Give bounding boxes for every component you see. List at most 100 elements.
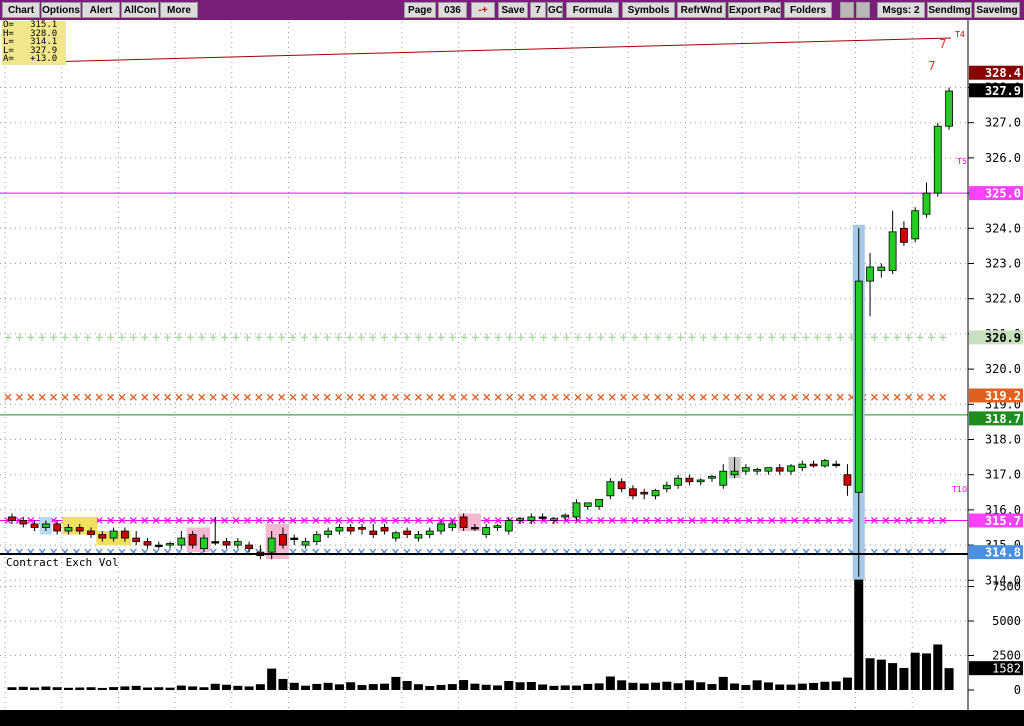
symbols-button[interactable]: Symbols xyxy=(622,2,675,18)
options-button[interactable]: Options xyxy=(41,2,81,18)
sendimg-button[interactable]: SendImg xyxy=(927,2,972,18)
allcon-button[interactable]: AllCon xyxy=(121,2,159,18)
volume-bar xyxy=(86,687,96,690)
candle-body xyxy=(437,523,445,532)
formula-button[interactable]: Formula xyxy=(566,2,619,18)
level-marker-green-plus xyxy=(346,333,354,341)
export-button[interactable]: Export Pac xyxy=(728,2,781,18)
level-marker-green-plus xyxy=(266,333,274,341)
level-marker-orange-x xyxy=(631,393,639,401)
level-marker-magenta-x xyxy=(665,517,673,524)
candle-body xyxy=(572,502,581,518)
level-marker-orange-x xyxy=(471,393,479,401)
axis-tick-label: 318.0 xyxy=(985,433,1021,447)
level-marker-magenta-x xyxy=(654,517,662,524)
level-marker-green-plus xyxy=(243,333,251,341)
ohlc-readout: O= 315.1 H= 328.0 L= 314.1 L= 327.9 A= +13.0 xyxy=(2,21,66,65)
level-marker-orange-x xyxy=(266,393,274,401)
level-marker-magenta-x xyxy=(825,517,833,524)
level-marker-magenta-x xyxy=(380,517,388,524)
candle-body xyxy=(369,530,378,535)
level-marker-magenta-x xyxy=(335,517,343,524)
level-marker-magenta-x xyxy=(27,517,35,524)
copy-icon[interactable] xyxy=(840,2,854,18)
messages-button[interactable]: Msgs: 2 xyxy=(877,2,925,18)
marker-t5: T5 xyxy=(956,157,967,166)
candle-body xyxy=(312,534,321,542)
level-marker-green-plus xyxy=(118,333,126,341)
save-button[interactable]: Save xyxy=(498,2,528,18)
price-tag-orange-bg xyxy=(969,388,1023,403)
level-marker-magenta-x xyxy=(152,517,160,524)
level-marker-green-plus xyxy=(175,333,183,341)
candle-body xyxy=(764,467,773,472)
folders-button[interactable]: Folders xyxy=(784,2,832,18)
level-marker-green-plus xyxy=(722,333,730,341)
level-marker-green-plus xyxy=(186,333,194,341)
volume-bar xyxy=(334,684,344,690)
level-marker-green-plus xyxy=(642,333,650,341)
volume-tag: 1582 xyxy=(992,662,1021,676)
candle-body xyxy=(358,527,366,530)
candle-body xyxy=(121,530,129,539)
level-marker-magenta-x xyxy=(346,517,354,524)
page-number-field[interactable]: 036 xyxy=(438,2,467,18)
level-marker-orange-x xyxy=(688,393,696,401)
level-marker-magenta-x xyxy=(893,517,901,524)
level-marker-orange-x xyxy=(15,393,23,401)
volume-bar xyxy=(323,682,333,690)
refrwnd-button[interactable]: RefrWnd xyxy=(677,2,726,18)
level-marker-green-plus xyxy=(506,333,514,341)
level-marker-magenta-x xyxy=(221,517,229,524)
volume-bar xyxy=(199,687,209,690)
alert-button[interactable]: Alert xyxy=(82,2,120,18)
level-marker-magenta-x xyxy=(323,517,331,524)
candle-body xyxy=(211,541,220,544)
price-tag-magenta-bg xyxy=(969,186,1023,201)
candle-body xyxy=(188,534,197,546)
volume-bar xyxy=(142,687,152,690)
level-marker-orange-x xyxy=(608,393,616,401)
level-marker-green-plus xyxy=(563,333,571,341)
candle-body xyxy=(674,477,683,486)
candle-body xyxy=(708,476,716,479)
price-tag-magenta: 325.0 xyxy=(985,187,1021,201)
candle-body xyxy=(516,518,524,521)
level-marker-magenta-x xyxy=(585,517,593,524)
level-marker-green-plus xyxy=(289,333,297,341)
level-marker-green-plus xyxy=(449,333,457,341)
price-chart[interactable]: 314.0315.0316.0317.0318.0319.0320.0321.0… xyxy=(0,20,1024,726)
page-stepper-button[interactable]: -+ xyxy=(471,2,495,18)
level-marker-magenta-x xyxy=(175,517,183,524)
volume-bar xyxy=(41,686,51,690)
chart-button[interactable]: Chart xyxy=(2,2,40,18)
volume-bar xyxy=(730,683,740,690)
candle-body xyxy=(290,537,299,540)
volume-bar xyxy=(515,682,525,690)
level-marker-magenta-x xyxy=(734,517,742,524)
more-button[interactable]: More xyxy=(160,2,198,18)
volume-bar xyxy=(662,681,672,690)
candle-body xyxy=(98,534,107,539)
volume-bar xyxy=(820,681,830,690)
seven-button[interactable]: 7 xyxy=(530,2,546,18)
level-marker-orange-x xyxy=(335,393,343,401)
gc-button[interactable]: GC xyxy=(547,2,563,18)
page-button[interactable]: Page xyxy=(404,2,436,18)
level-marker-green-plus xyxy=(654,333,662,341)
paste-icon[interactable] xyxy=(856,2,870,18)
level-marker-orange-x xyxy=(392,393,400,401)
candle-body xyxy=(753,469,762,472)
candle-body xyxy=(629,488,637,497)
level-marker-orange-x xyxy=(4,393,12,401)
level-marker-green-plus xyxy=(255,333,263,341)
volume-bar xyxy=(921,653,931,690)
volume-bar xyxy=(244,686,254,690)
saveimg-button[interactable]: SaveImg xyxy=(974,2,1020,18)
candle-body xyxy=(166,542,174,546)
candle-body xyxy=(606,481,615,497)
level-marker-magenta-x xyxy=(631,517,639,524)
level-marker-orange-x xyxy=(585,393,593,401)
price-tag-green-bg xyxy=(969,411,1023,426)
candle-body xyxy=(696,479,705,483)
